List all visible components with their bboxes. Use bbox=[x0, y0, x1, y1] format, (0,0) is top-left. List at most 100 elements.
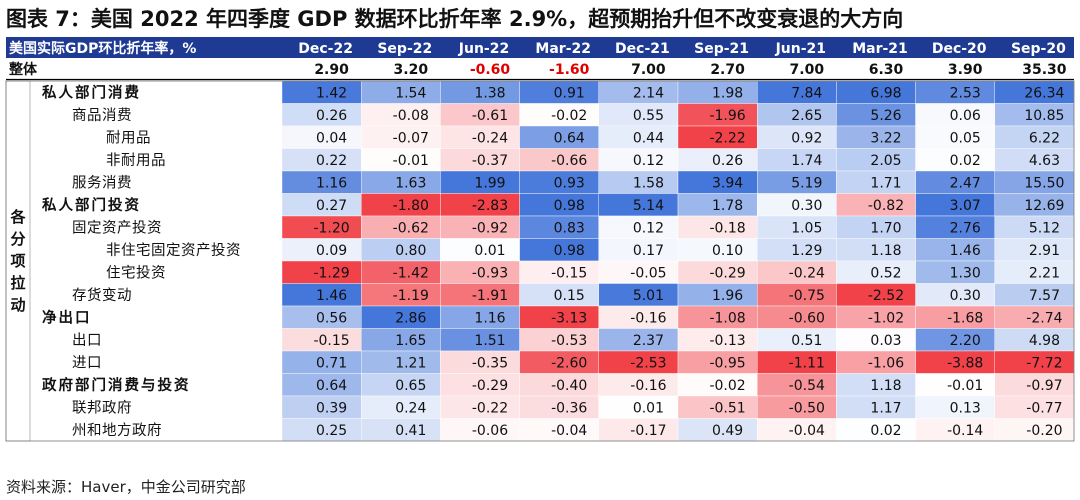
cell-value: 26.34 bbox=[1024, 86, 1064, 102]
cell-value: 12.69 bbox=[1024, 198, 1064, 214]
cell-value: 2.37 bbox=[633, 333, 664, 349]
cell-value: -0.20 bbox=[1026, 423, 1062, 439]
row-label: 政府部门消费与投资 bbox=[42, 376, 191, 394]
cell-value: 0.71 bbox=[316, 356, 347, 372]
column-header: Sep-22 bbox=[377, 41, 432, 57]
row-label: 服务消费 bbox=[72, 175, 132, 192]
group-label-char: 各 bbox=[9, 208, 26, 226]
cell-value: 3.07 bbox=[950, 198, 981, 214]
cell-value: 0.02 bbox=[870, 423, 901, 439]
cell-value: -0.75 bbox=[789, 288, 825, 304]
cell-value: -0.36 bbox=[551, 401, 587, 417]
cell-value: -0.06 bbox=[472, 423, 508, 439]
cell-value: 0.44 bbox=[633, 131, 664, 147]
cell-value: 1.42 bbox=[316, 86, 347, 102]
group-label-char: 项 bbox=[10, 252, 25, 270]
cell-value: -0.02 bbox=[551, 108, 587, 124]
cell-value: 5.26 bbox=[870, 108, 901, 124]
cell-value: 1.51 bbox=[474, 333, 505, 349]
cell-value: -0.01 bbox=[393, 153, 429, 169]
cell-value: -1.42 bbox=[393, 266, 429, 282]
cell-value: -2.52 bbox=[868, 288, 904, 304]
cell-value: 15.50 bbox=[1024, 176, 1064, 192]
cell-value: -0.16 bbox=[630, 311, 666, 327]
cell-value: 3.94 bbox=[712, 176, 743, 192]
cell-value: -1.08 bbox=[709, 311, 745, 327]
cell-value: -0.04 bbox=[551, 423, 587, 439]
cell-value: -0.16 bbox=[630, 378, 666, 394]
cell-value: 1.46 bbox=[316, 288, 347, 304]
cell-value: 0.55 bbox=[633, 108, 664, 124]
cell-value: -1.02 bbox=[868, 311, 904, 327]
cell-value: 1.99 bbox=[474, 176, 505, 192]
cell-value: 0.41 bbox=[395, 423, 426, 439]
cell-value: 4.63 bbox=[1029, 153, 1060, 169]
cell-value: 0.05 bbox=[950, 131, 981, 147]
row-label: 联邦政府 bbox=[72, 400, 132, 417]
cell-value: 5.14 bbox=[633, 198, 664, 214]
cell-value: 1.17 bbox=[870, 401, 901, 417]
cell-value: -1.06 bbox=[868, 356, 904, 372]
cell-value: -1.68 bbox=[947, 311, 983, 327]
row-label: 私人部门消费 bbox=[42, 84, 141, 102]
cell-value: 0.03 bbox=[870, 333, 901, 349]
cell-value: 0.98 bbox=[554, 243, 585, 259]
cell-value: 0.02 bbox=[950, 153, 981, 169]
cell-value: -0.22 bbox=[472, 401, 508, 417]
cell-value: 0.83 bbox=[554, 221, 585, 237]
cell-value: 2.05 bbox=[870, 153, 901, 169]
cell-value: 0.80 bbox=[395, 243, 426, 259]
total-value: 3.90 bbox=[948, 62, 983, 78]
cell-value: 0.30 bbox=[950, 288, 981, 304]
row-label: 出口 bbox=[72, 332, 102, 349]
cell-value: 0.24 bbox=[395, 401, 426, 417]
total-value: -0.60 bbox=[470, 62, 511, 78]
cell-value: 2.47 bbox=[950, 176, 981, 192]
cell-value: -0.05 bbox=[630, 266, 666, 282]
cell-value: 2.21 bbox=[1029, 266, 1060, 282]
cell-value: 1.38 bbox=[474, 86, 505, 102]
cell-value: 2.86 bbox=[395, 311, 426, 327]
cell-value: 1.29 bbox=[791, 243, 822, 259]
cell-value: -0.51 bbox=[709, 401, 745, 417]
cell-value: -0.24 bbox=[789, 266, 825, 282]
cell-value: 0.91 bbox=[554, 86, 585, 102]
cell-value: -0.50 bbox=[789, 401, 825, 417]
cell-value: -0.08 bbox=[393, 108, 429, 124]
cell-value: 0.04 bbox=[316, 131, 347, 147]
cell-value: 1.63 bbox=[395, 176, 426, 192]
cell-value: 1.18 bbox=[870, 378, 901, 394]
cell-value: 1.21 bbox=[395, 356, 426, 372]
cell-value: -1.80 bbox=[393, 198, 429, 214]
cell-value: -1.20 bbox=[313, 221, 349, 237]
cell-value: 0.01 bbox=[474, 243, 505, 259]
cell-value: -0.18 bbox=[709, 221, 745, 237]
cell-value: -0.07 bbox=[393, 131, 429, 147]
cell-value: 0.06 bbox=[950, 108, 981, 124]
cell-value: 0.09 bbox=[316, 243, 347, 259]
cell-value: -2.74 bbox=[1026, 311, 1062, 327]
cell-value: -0.15 bbox=[551, 266, 587, 282]
total-value: 7.00 bbox=[631, 62, 666, 78]
total-value: 3.20 bbox=[394, 62, 429, 78]
total-row bbox=[6, 58, 1074, 79]
cell-value: -0.29 bbox=[709, 266, 745, 282]
cell-value: -0.02 bbox=[709, 378, 745, 394]
cell-value: 0.30 bbox=[791, 198, 822, 214]
cell-value: -0.93 bbox=[472, 266, 508, 282]
cell-value: -1.29 bbox=[313, 266, 349, 282]
cell-value: 0.22 bbox=[316, 153, 347, 169]
cell-value: 1.98 bbox=[712, 86, 743, 102]
cell-value: 6.22 bbox=[1029, 131, 1060, 147]
cell-value: -3.88 bbox=[947, 356, 983, 372]
cell-value: -3.13 bbox=[551, 311, 587, 327]
cell-value: -0.04 bbox=[789, 423, 825, 439]
cell-value: -1.19 bbox=[393, 288, 429, 304]
cell-value: 0.64 bbox=[316, 378, 347, 394]
row-label: 非住宅固定资产投资 bbox=[106, 242, 241, 259]
row-label: 存货变动 bbox=[72, 287, 132, 304]
column-header: Jun-22 bbox=[458, 41, 509, 57]
cell-value: -0.60 bbox=[789, 311, 825, 327]
cell-value: 1.16 bbox=[474, 311, 505, 327]
cell-value: 1.78 bbox=[712, 198, 743, 214]
